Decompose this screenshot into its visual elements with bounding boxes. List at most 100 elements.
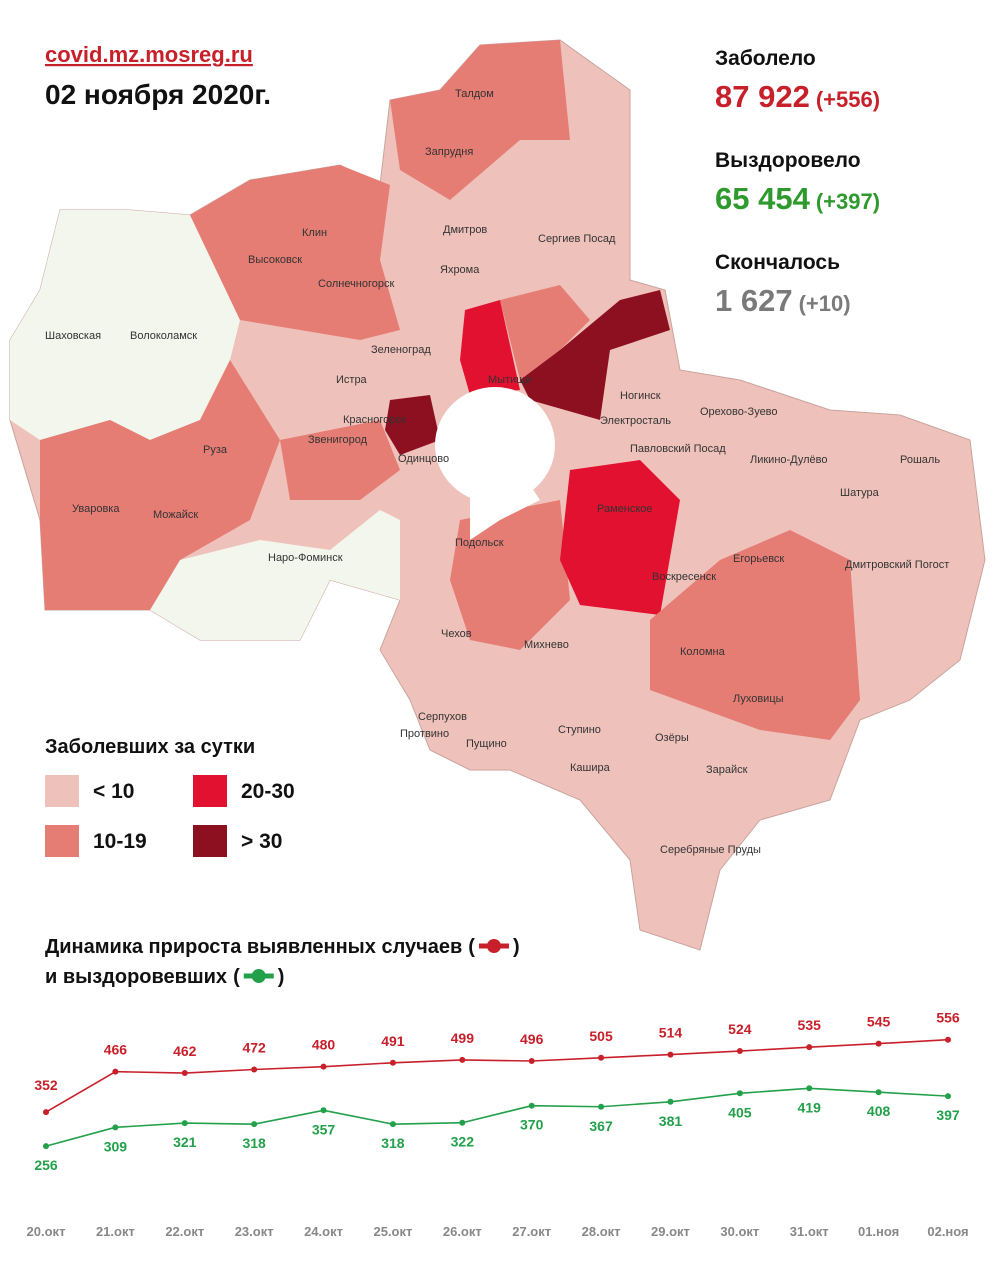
data-point	[112, 1124, 119, 1131]
moscow	[435, 387, 555, 503]
town-label: Талдом	[455, 88, 494, 100]
x-tick-label: 28.окт	[582, 1224, 621, 1239]
town-label: Волоколамск	[130, 330, 197, 342]
town-label: Яхрома	[440, 264, 480, 276]
town-label: Шаховская	[45, 330, 101, 342]
region	[650, 530, 860, 740]
town-label: Пущино	[466, 738, 507, 750]
town-label: Коломна	[680, 646, 726, 658]
town-label: Павловский Посад	[630, 443, 726, 455]
legend-label: < 10	[93, 780, 134, 803]
town-label: Руза	[203, 444, 228, 456]
town-label: Чехов	[441, 628, 472, 640]
town-label: Дмитровский Погост	[845, 559, 949, 571]
x-tick-label: 31.окт	[790, 1224, 829, 1239]
region	[450, 500, 570, 650]
data-point	[181, 1070, 188, 1077]
data-label: 496	[520, 1031, 544, 1047]
region	[385, 395, 440, 455]
series-line	[45, 1087, 949, 1147]
x-tick-label: 30.окт	[720, 1224, 759, 1239]
data-label: 514	[659, 1025, 683, 1041]
region	[560, 460, 680, 615]
stat-value: 87 922 (+556)	[715, 79, 880, 114]
legend-bracket: (	[468, 936, 475, 958]
x-tick-label: 29.окт	[651, 1224, 690, 1239]
town-label: Орехово-Зуево	[700, 406, 778, 418]
stat-change: (+10)	[799, 291, 851, 316]
town-label: Озёры	[655, 732, 689, 744]
legend-title: Заболевших за сутки	[45, 736, 255, 758]
source: covid.mz.mosreg.ru	[45, 42, 253, 67]
data-point	[875, 1089, 882, 1096]
data-label: 352	[34, 1077, 58, 1093]
stat-value: 65 454 (+397)	[715, 181, 880, 216]
data-label: 499	[451, 1030, 475, 1046]
data-label: 309	[104, 1138, 128, 1154]
data-point	[667, 1051, 674, 1058]
region	[10, 210, 240, 440]
town-label: Зеленоград	[371, 344, 431, 356]
chart-title: Динамика прироста выявленных случаев	[45, 936, 462, 958]
region	[190, 165, 400, 340]
stat-label: Выздоровело	[715, 149, 861, 172]
data-point	[43, 1143, 49, 1150]
region	[40, 360, 280, 610]
data-point	[806, 1085, 813, 1092]
town-label: Запрудня	[425, 146, 473, 158]
x-tick-label: 22.окт	[165, 1224, 204, 1239]
data-point	[598, 1103, 605, 1110]
data-label: 556	[936, 1010, 960, 1026]
stat-total: 65 454	[715, 181, 811, 216]
data-point	[251, 1121, 258, 1128]
town-label: Можайск	[153, 509, 198, 521]
data-point	[251, 1066, 258, 1073]
legend-label: 10-19	[93, 830, 147, 853]
data-point	[528, 1102, 535, 1109]
town-label: Звенигород	[308, 434, 368, 446]
data-label: 419	[798, 1099, 822, 1115]
data-point	[528, 1057, 535, 1064]
town-label: Наро-Фоминск	[268, 552, 343, 564]
data-label: 472	[242, 1040, 266, 1056]
data-label: 535	[798, 1017, 822, 1033]
x-tick-label: 26.окт	[443, 1224, 482, 1239]
chart-title: и выздоровевших	[45, 966, 227, 988]
data-label: 466	[104, 1042, 128, 1058]
stat-total: 87 922	[715, 79, 810, 114]
data-point	[598, 1054, 605, 1061]
stat-value: 1 627 (+10)	[715, 283, 851, 318]
data-point	[389, 1121, 396, 1128]
data-point	[320, 1063, 327, 1070]
moscow	[470, 470, 540, 540]
stat-total: 1 627	[715, 283, 793, 318]
town-label: Раменское	[597, 503, 653, 515]
region	[390, 40, 570, 200]
x-tick-label: 24.окт	[304, 1224, 343, 1239]
town-label: Зарайск	[706, 764, 748, 776]
legend-marker	[251, 969, 266, 983]
town-label: Михнево	[524, 639, 569, 651]
data-point	[806, 1044, 813, 1051]
data-label: 256	[34, 1157, 58, 1173]
legend-label: > 30	[241, 830, 282, 853]
x-tick-label: 02.ноя	[927, 1224, 968, 1239]
x-tick-label: 23.окт	[235, 1224, 274, 1239]
legend-bracket: )	[513, 936, 520, 958]
data-label: 318	[381, 1135, 405, 1151]
town-label: Рошаль	[900, 454, 940, 466]
legend-swatch	[193, 825, 227, 857]
town-label: Серебряные Пруды	[660, 844, 761, 856]
stat-label: Скончалось	[715, 251, 840, 274]
data-point	[945, 1093, 951, 1100]
town-label: Кашира	[570, 762, 611, 774]
data-point	[667, 1098, 674, 1105]
data-label: 545	[867, 1014, 891, 1030]
town-label: Протвино	[400, 728, 449, 740]
region	[280, 420, 400, 500]
data-point	[43, 1109, 49, 1116]
data-label: 505	[589, 1028, 613, 1044]
town-label: Истра	[336, 374, 368, 386]
legend-marker	[486, 939, 501, 953]
